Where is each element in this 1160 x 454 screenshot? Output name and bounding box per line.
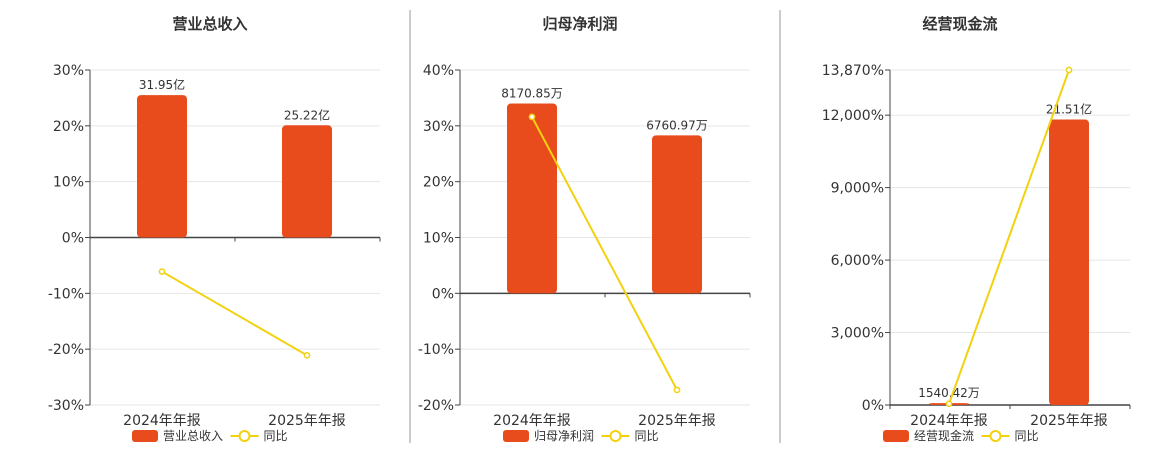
chart-panel-3: 经营现金流 13,870% 12,000% 9,000% 6,000% 3,000% 0% 1… [822,15,1131,443]
chart-title: 归母净利润 [542,15,617,33]
bar [282,125,332,238]
chart-panel-1: 营业总收入 30% 20% 10% 0% -10% -20% -30% 31.95亿 25.22亿… [48,15,381,443]
bar-data-label: 1540.42万 [918,386,980,400]
y-tick-label: -10% [48,286,84,302]
legend-bar-swatch [883,430,909,442]
y-tick-label: 12,000% [822,108,884,124]
y-tick-label: 20% [53,119,84,135]
bar-data-label: 8170.85万 [501,87,563,101]
bar [507,103,557,294]
line-series [161,270,308,357]
legend-line-marker [989,430,1002,442]
legend-line-marker [238,430,251,442]
chart-title: 经营现金流 [922,15,997,33]
y-tick-label: 0% [62,231,84,247]
line-point [528,113,536,121]
chart-panel-2: 归母净利润 40% 30% 20% 10% 0% -10% -20% 8170.85万 6760.… [418,15,751,443]
x-tick-label: 2025年年报 [1030,413,1108,429]
bar [137,95,187,238]
y-tick-label: -20% [48,342,84,358]
y-tick-label: 20% [423,175,454,191]
line-series [948,69,1070,405]
line-point [1065,66,1073,74]
y-tick-label: 0% [432,286,454,302]
legend-line-label: 同比 [635,429,659,443]
y-tick-label: 6,000% [831,253,884,269]
legend-bar-label: 营业总收入 [163,429,223,443]
y-tick-label: -10% [418,342,454,358]
line-point [945,400,953,408]
legend-line-marker [609,430,622,442]
bar-data-label: 31.95亿 [139,77,185,92]
legend-line-label: 同比 [1015,429,1039,443]
x-tick-label: 2025年年报 [638,413,716,429]
x-tick-label: 2025年年报 [268,413,346,429]
bar [1049,119,1089,405]
y-tick-label: 10% [423,231,454,247]
y-tick-label: -20% [418,398,454,414]
y-tick-label: 10% [53,175,84,191]
y-tick-label: -30% [48,398,84,414]
legend-line-label: 同比 [264,429,288,443]
y-tick-label: 30% [53,63,84,79]
line-point [303,351,311,359]
y-tick-label: 3,000% [831,326,884,342]
x-tick-label: 2024年年报 [493,413,571,429]
y-tick-label: 9,000% [831,181,884,197]
legend-bar-swatch [503,430,529,442]
bar [652,135,702,294]
legend-bar-swatch [132,430,158,442]
line-series [531,116,678,391]
y-tick-label: 40% [423,63,454,79]
bar-data-label: 6760.97万 [646,118,708,132]
line-point [158,268,166,275]
chart-title: 营业总收入 [172,15,247,33]
y-tick-label: 13,870% [822,63,884,79]
x-tick-label: 2024年年报 [910,413,988,429]
x-tick-label: 2024年年报 [123,413,201,429]
y-tick-label: 30% [423,119,454,135]
bar-data-label: 25.22亿 [284,107,330,122]
legend-bar-label: 归母净利润 [534,429,594,443]
y-tick-label: 0% [862,398,884,414]
legend-bar-label: 经营现金流 [914,428,974,443]
bar-data-label: 21.51亿 [1046,102,1092,117]
line-point [673,386,681,394]
